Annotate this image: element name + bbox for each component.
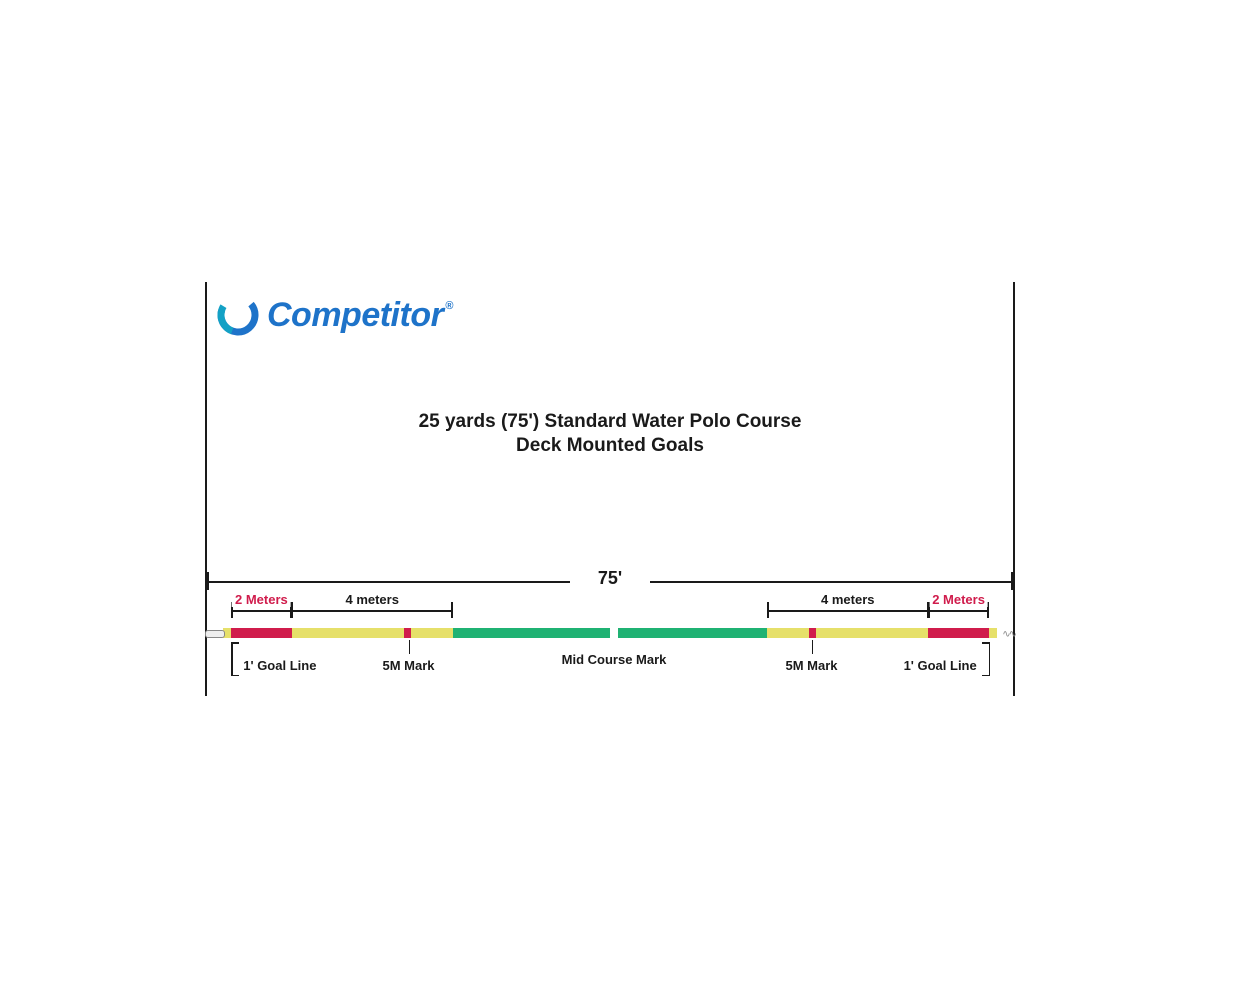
lane-segment-yellow	[411, 628, 453, 638]
measurement-bracket: 4 meters	[767, 602, 928, 618]
goal-line-label-left: 1' Goal Line	[243, 658, 316, 673]
overall-tick-right	[1011, 572, 1013, 590]
logo-text: Competitor®	[267, 296, 451, 335]
overall-line-right	[650, 581, 1013, 583]
lane-segment-yellow	[989, 628, 997, 638]
diagram-title: 25 yards (75') Standard Water Polo Cours…	[207, 410, 1013, 458]
measurement-bracket: 2 Meters	[231, 602, 291, 618]
title-line-1: 25 yards (75') Standard Water Polo Cours…	[207, 410, 1013, 434]
lane-segment-yellow	[816, 628, 929, 638]
5m-tick-left	[409, 640, 411, 654]
measurement-bracket: 4 meters	[292, 602, 453, 618]
competitor-logo: Competitor®	[215, 292, 451, 338]
lane-segment-yellow	[767, 628, 809, 638]
goal-line-label-right: 1' Goal Line	[904, 658, 977, 673]
bracket-label: 4 meters	[342, 592, 401, 607]
mid-course-label: Mid Course Mark	[562, 652, 667, 667]
bracket-label: 4 meters	[818, 592, 877, 607]
lane-segment-red	[231, 628, 291, 638]
measurement-bracket: 2 Meters	[928, 602, 988, 618]
overall-dimension: 75'	[207, 572, 1013, 592]
title-line-2: Deck Mounted Goals	[207, 434, 1013, 458]
lane-segment-red	[928, 628, 988, 638]
lane-segment-yellow	[292, 628, 405, 638]
goal-line-bracket-right	[989, 642, 991, 676]
overall-line-left	[207, 581, 570, 583]
5m-label-right: 5M Mark	[785, 658, 837, 673]
5m-label-left: 5M Mark	[382, 658, 434, 673]
logo-ring-icon	[215, 292, 261, 338]
spring-right-icon: ∿∿	[1002, 629, 1015, 640]
bracket-label: 2 Meters	[929, 592, 988, 607]
mid-course-gap	[610, 625, 618, 641]
diagram-stage: Competitor® 25 yards (75') Standard Wate…	[205, 282, 1015, 696]
hook-left-icon	[205, 630, 225, 638]
overall-length-label: 75'	[588, 568, 632, 589]
goal-line-bracket-left	[231, 642, 233, 676]
bracket-label: 2 Meters	[232, 592, 291, 607]
5m-tick-right	[812, 640, 814, 654]
